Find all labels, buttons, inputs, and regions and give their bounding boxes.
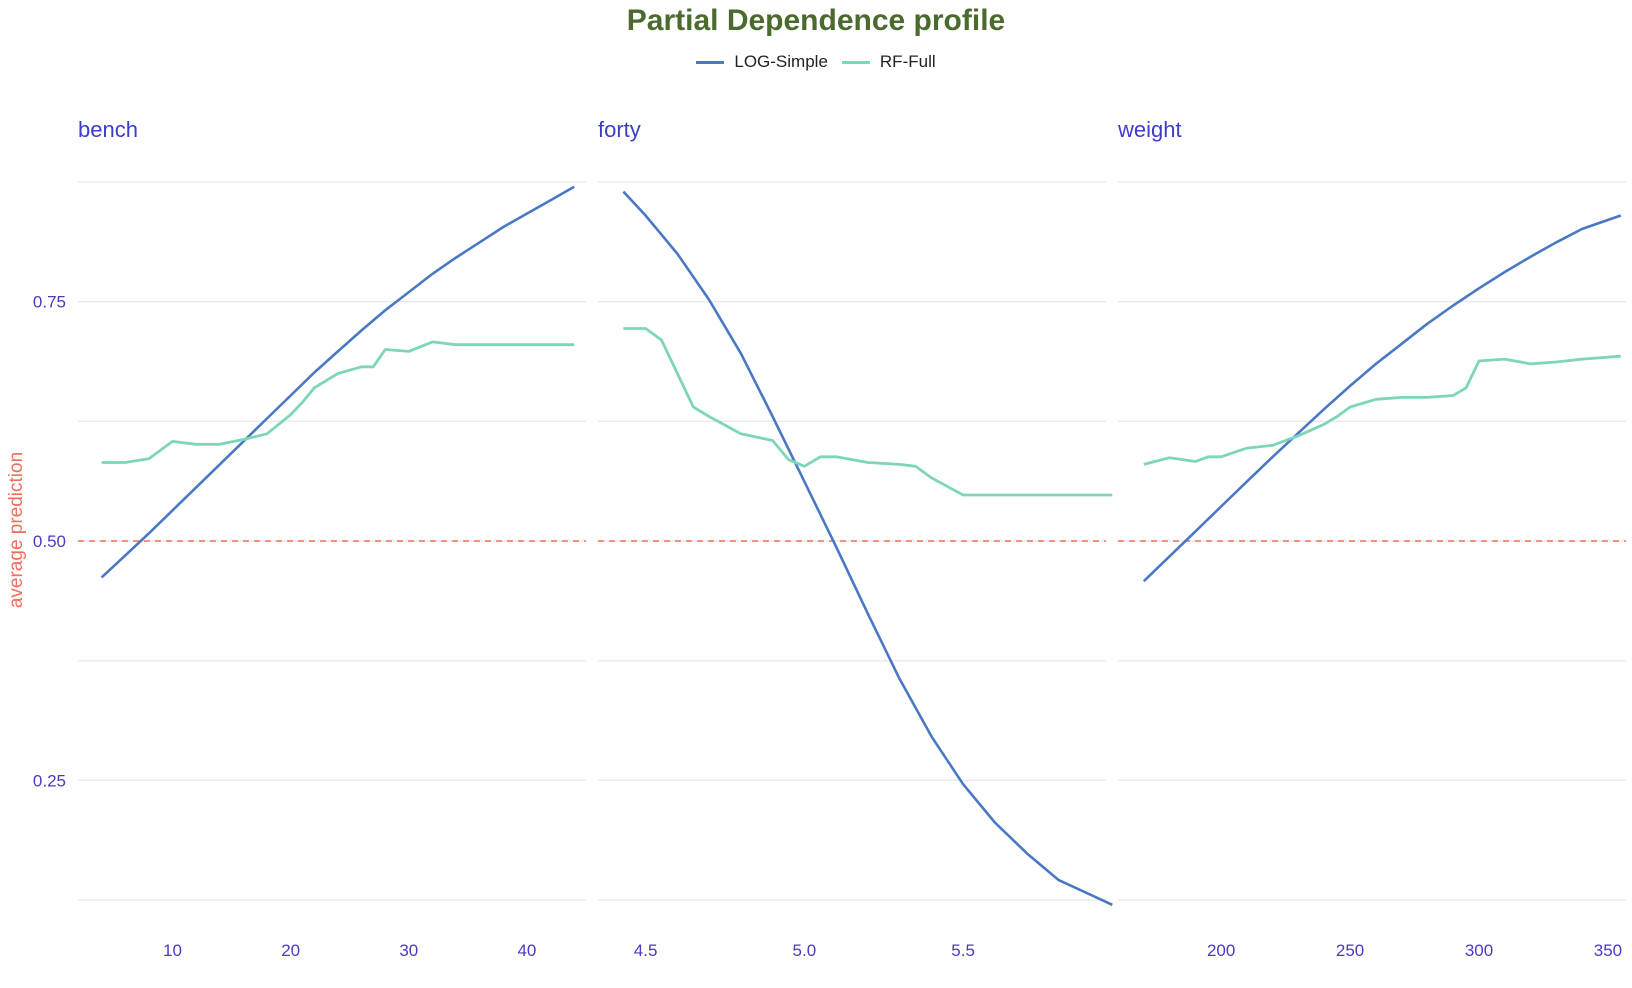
legend-label-log-simple: LOG-Simple [734, 52, 828, 71]
x-tick-label: 4.5 [634, 941, 658, 960]
legend-label-rf-full: RF-Full [879, 52, 936, 71]
x-tick-label: 5.0 [793, 941, 817, 960]
x-tick-label: 5.5 [951, 941, 975, 960]
panel-bench: bench 10 20 30 40 [78, 117, 586, 960]
y-tick-label: 0.25 [33, 771, 66, 790]
panel-weight: weight 200 250 300 350 [1117, 117, 1626, 960]
series-line-log-simple [1142, 214, 1622, 583]
x-tick-label: 200 [1207, 941, 1235, 960]
y-axis-label-group: average prediction [6, 452, 27, 608]
panel-forty: forty 4.5 5.0 5.5 [598, 117, 1113, 960]
panels: 0.25 0.50 0.75 bench 10 20 30 40 forty 4.5 5.0 5.5 w… [33, 117, 1626, 960]
legend-item-log-simple: LOG-Simple [696, 52, 828, 72]
legend-swatch-rf-full [841, 60, 870, 64]
legend: LOG-Simple RF-Full [0, 52, 1632, 72]
panel-label-forty: forty [598, 117, 641, 142]
y-axis-label: average prediction [6, 452, 27, 608]
series-line-log-simple [100, 185, 575, 579]
x-tick-label: 350 [1594, 941, 1622, 960]
legend-swatch-log-simple [696, 60, 725, 64]
y-tick-label: 0.75 [33, 293, 66, 312]
series-line-rf-full [101, 340, 575, 464]
series-line-rf-full [623, 327, 1113, 497]
panel-label-weight: weight [1117, 117, 1182, 142]
x-tick-label: 250 [1336, 941, 1364, 960]
x-tick-label: 10 [163, 941, 182, 960]
series-line-log-simple [622, 190, 1113, 906]
legend-item-rf-full: RF-Full [841, 52, 936, 72]
x-tick-label: 300 [1465, 941, 1493, 960]
x-tick-label: 30 [399, 941, 418, 960]
x-tick-label: 40 [517, 941, 536, 960]
series-line-rf-full [1143, 354, 1621, 466]
chart-title: Partial Dependence profile [626, 4, 1006, 37]
x-tick-label: 20 [281, 941, 300, 960]
panel-label-bench: bench [78, 117, 138, 142]
y-tick-label: 0.50 [33, 532, 66, 551]
